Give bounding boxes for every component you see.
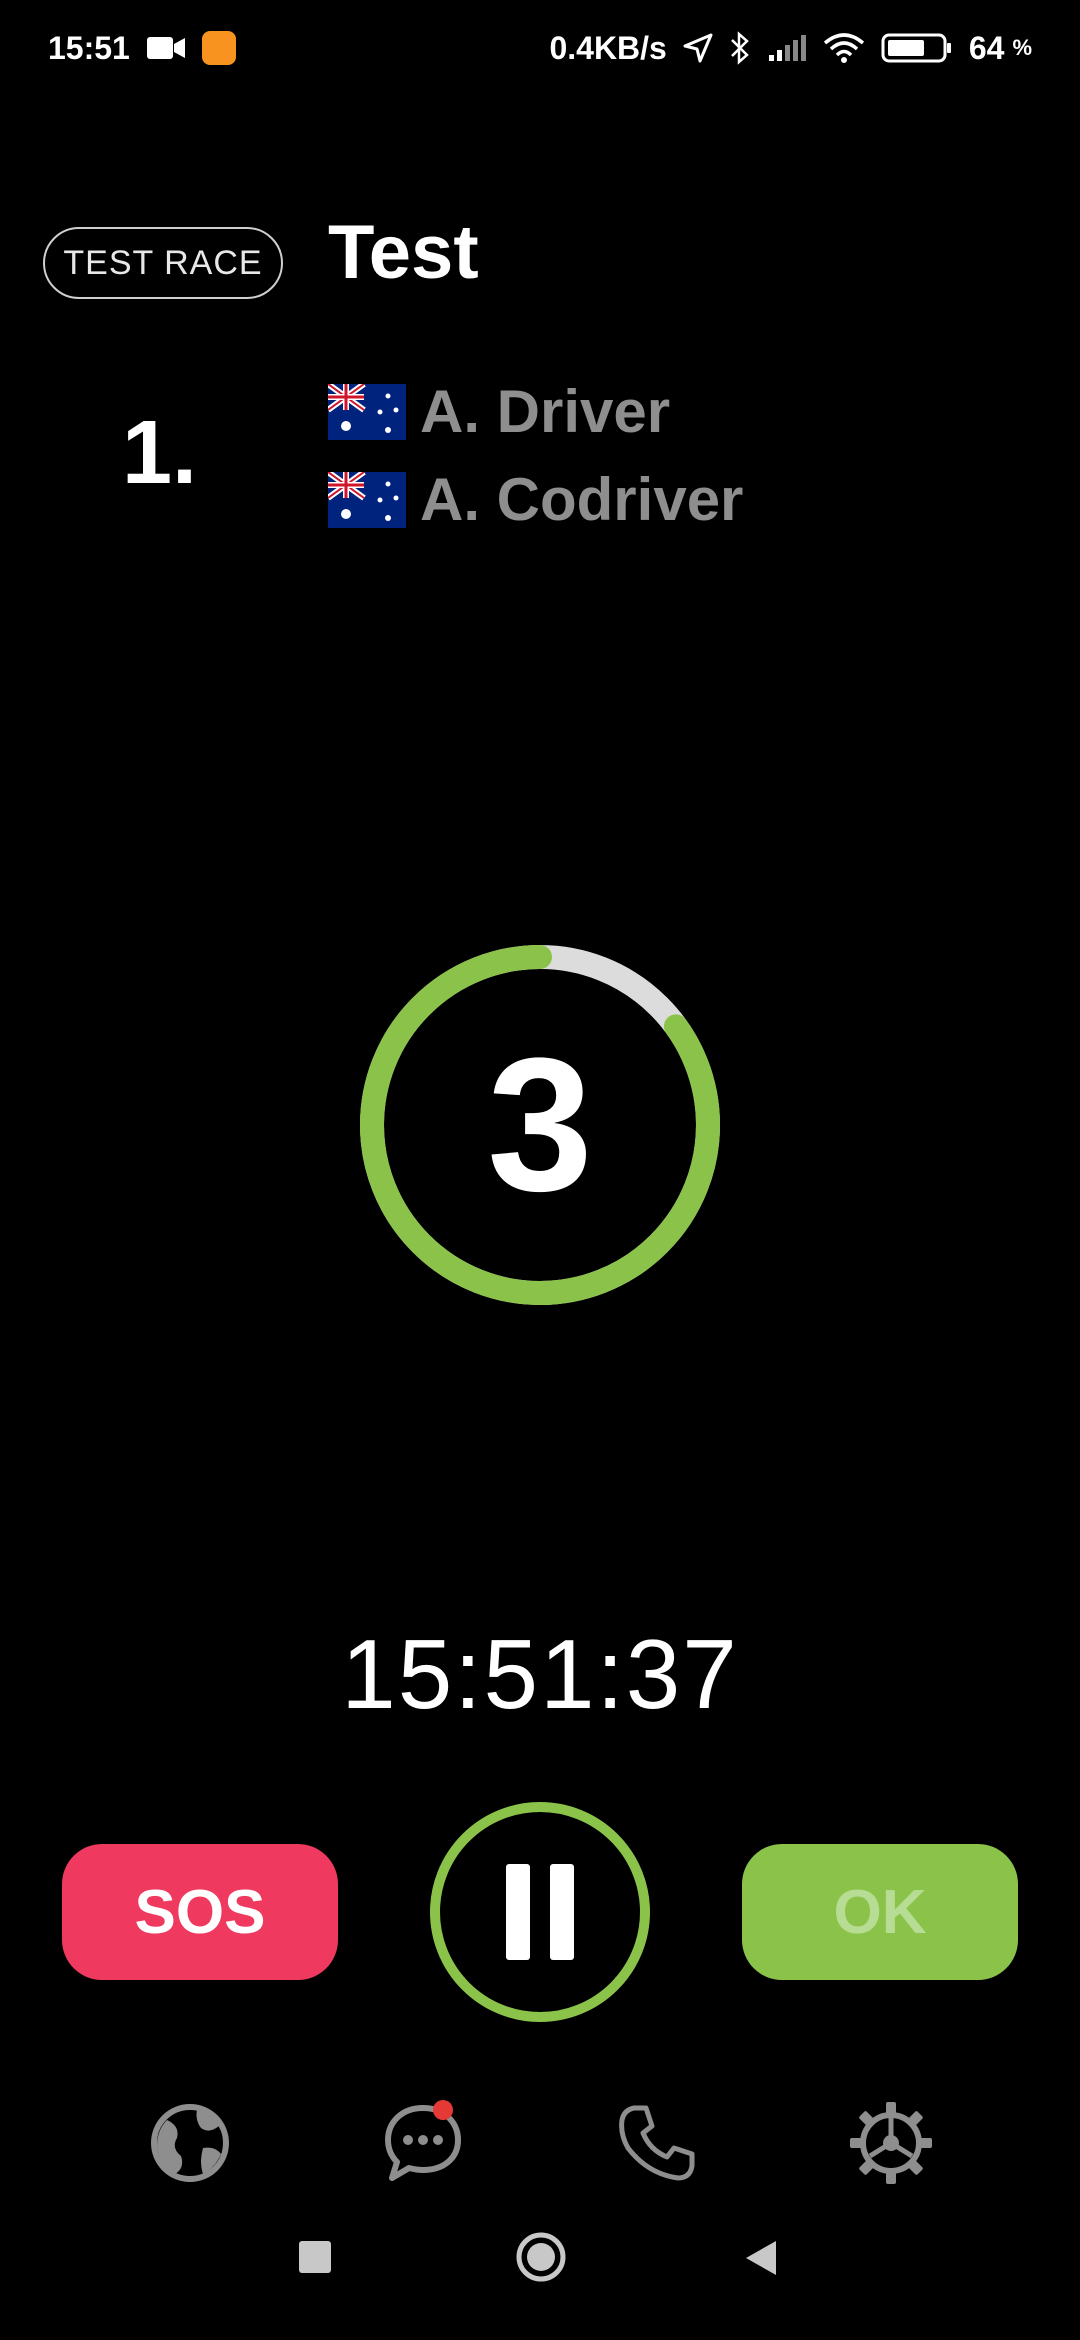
pause-icon bbox=[496, 1864, 584, 1960]
countdown-ring bbox=[360, 945, 720, 1305]
status-bar: 15:51 0.4KB/s bbox=[0, 0, 1080, 96]
race-title: Test bbox=[328, 210, 479, 295]
chat-notification-dot bbox=[433, 2100, 453, 2120]
codriver-name: A. Codriver bbox=[420, 466, 744, 533]
settings-icon[interactable] bbox=[846, 2098, 936, 2188]
app-notification-icon bbox=[201, 31, 236, 65]
driver-name: A. Driver bbox=[420, 378, 671, 445]
pause-bar-left bbox=[506, 1864, 530, 1960]
status-time: 15:51 bbox=[48, 29, 130, 66]
battery-icon bbox=[881, 33, 951, 63]
status-bar-right: 0.4KB/s 64 % bbox=[549, 30, 1032, 67]
battery-percent-sign: % bbox=[1012, 35, 1032, 60]
pause-button[interactable] bbox=[430, 1802, 650, 2022]
network-speed: 0.4KB/s bbox=[549, 29, 667, 66]
system-nav-bar bbox=[0, 2232, 1080, 2310]
pause-bar-right bbox=[550, 1864, 574, 1960]
australia-flag-icon bbox=[328, 472, 406, 528]
phone-icon[interactable] bbox=[612, 2098, 702, 2188]
chat-nav-item[interactable] bbox=[378, 2098, 468, 2188]
back-triangle-icon[interactable] bbox=[744, 2240, 778, 2276]
crew-row-driver: A. Driver bbox=[328, 378, 743, 446]
countdown-number: 3 bbox=[487, 1019, 593, 1231]
location-arrow-icon bbox=[683, 33, 713, 63]
bottom-nav bbox=[0, 2098, 1080, 2188]
current-time-clock: 15:51:37 bbox=[341, 1619, 739, 1729]
countdown-ring-progress bbox=[360, 945, 720, 1305]
recents-square-icon[interactable] bbox=[298, 2240, 332, 2274]
status-bar-left: 15:51 bbox=[48, 30, 236, 67]
crew-row-codriver: A. Codriver bbox=[328, 466, 743, 534]
crew-list: A. Driver A. Codriver bbox=[328, 378, 743, 534]
bluetooth-icon bbox=[730, 31, 749, 65]
wifi-icon bbox=[823, 33, 864, 63]
race-label-chip[interactable]: TEST RACE bbox=[43, 227, 283, 299]
sos-button[interactable]: SOS bbox=[62, 1844, 338, 1980]
battery-percent: 64 bbox=[968, 29, 1005, 66]
ok-button[interactable]: OK bbox=[742, 1844, 1018, 1980]
countdown-timer: 3 bbox=[360, 945, 720, 1305]
home-circle-icon[interactable] bbox=[514, 2230, 568, 2284]
position-number: 1. bbox=[122, 403, 198, 503]
australia-flag-icon bbox=[328, 384, 406, 440]
video-camera-icon bbox=[146, 37, 185, 59]
signal-icon bbox=[768, 35, 806, 61]
globe-icon[interactable] bbox=[145, 2098, 235, 2188]
chat-icon bbox=[385, 2105, 461, 2181]
